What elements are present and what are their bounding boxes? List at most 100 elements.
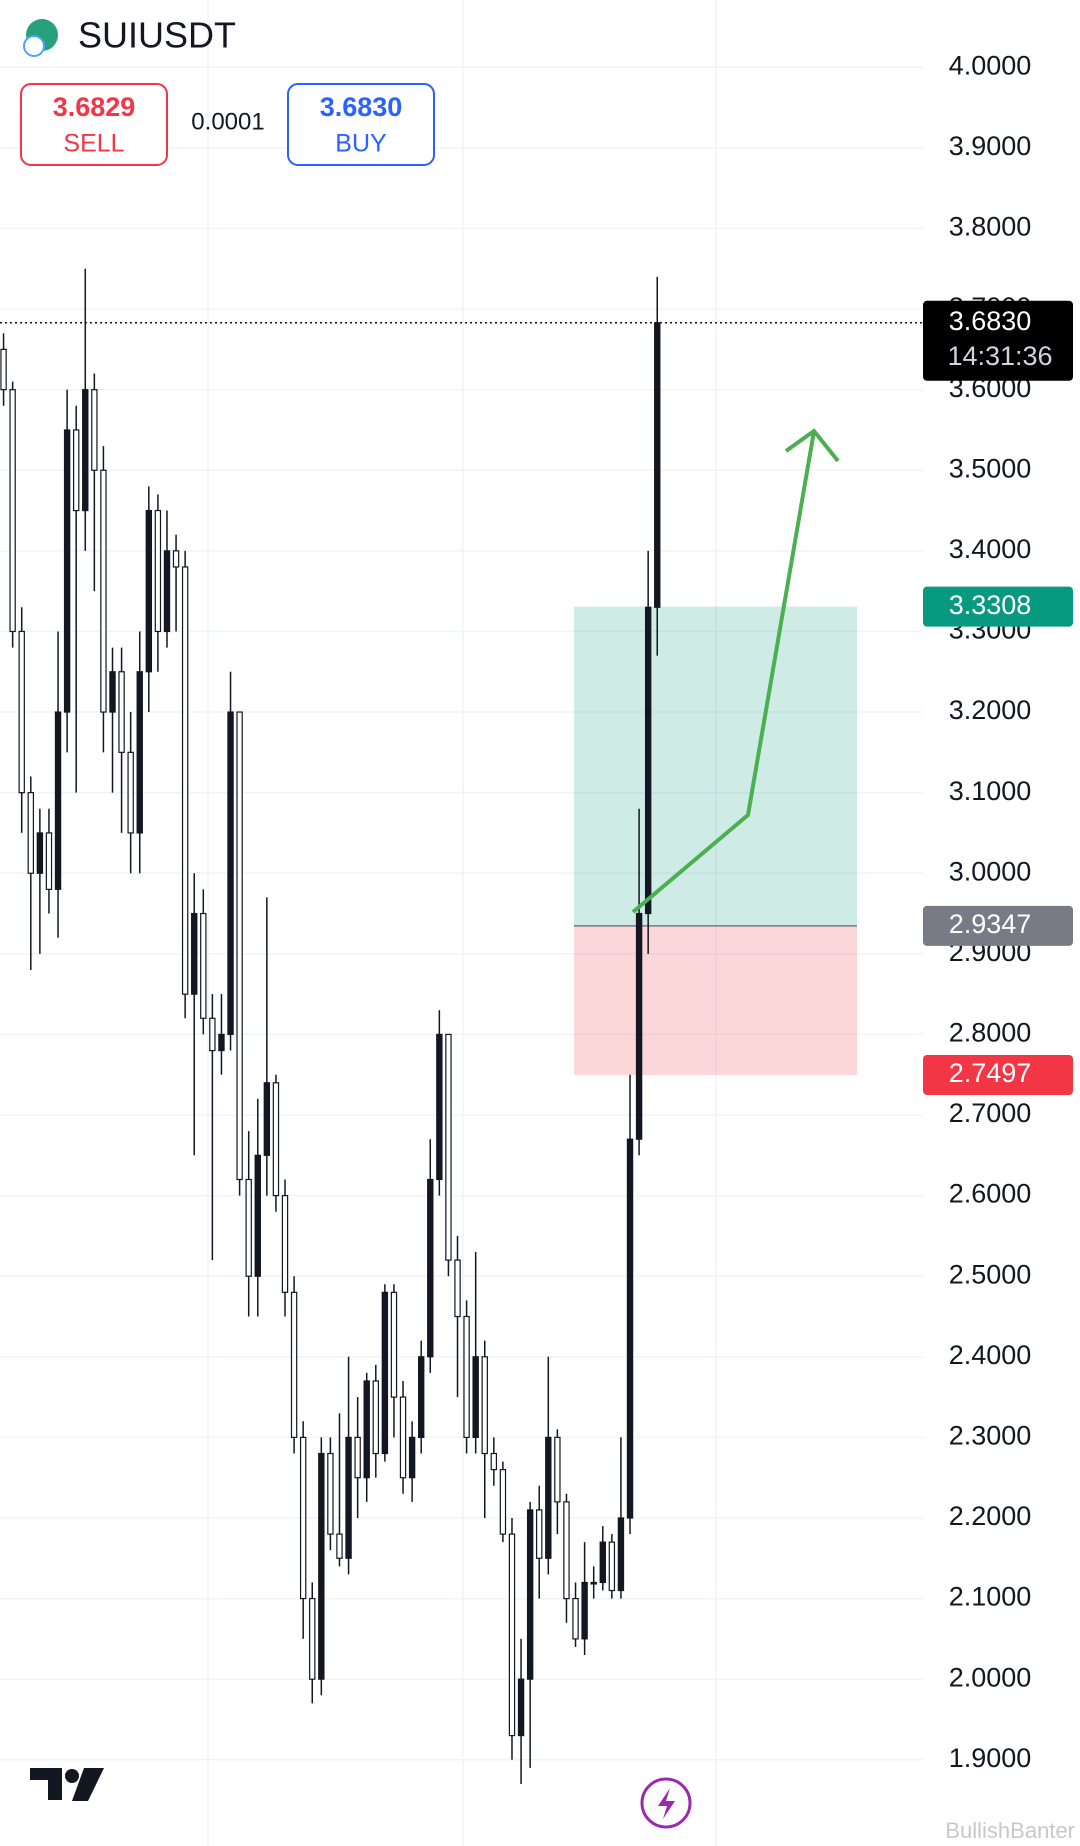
candle-body [363, 1380, 370, 1479]
candle-body [145, 509, 153, 673]
candle-body [127, 751, 134, 834]
candle-body [472, 1356, 479, 1438]
candle-body [554, 1436, 561, 1503]
candle-body [327, 1452, 334, 1535]
y-tick-label: 3.9000 [949, 131, 1032, 161]
candle-body [463, 1315, 470, 1438]
y-tick-label: 2.8000 [949, 1018, 1032, 1048]
candle-body [290, 1291, 298, 1438]
candle-body [381, 1291, 389, 1455]
tv-logo [30, 1768, 104, 1801]
candle-body [372, 1380, 380, 1455]
candle-body [617, 1517, 625, 1592]
candle-body [136, 671, 143, 834]
candle-body [82, 389, 89, 512]
candle-body [100, 469, 107, 713]
candle-body [626, 1138, 634, 1519]
lightning-icon[interactable] [658, 1788, 675, 1819]
sell-price[interactable]: 3.6829 [53, 92, 136, 122]
candle-body [163, 550, 171, 633]
price-tag [923, 1054, 1073, 1095]
y-tick-label: 2.4000 [949, 1340, 1032, 1370]
spread: 0.0001 [191, 108, 264, 135]
buy-price[interactable]: 3.6830 [320, 92, 403, 122]
candle-body [281, 1195, 289, 1293]
price-tag-label: 3.3308 [949, 590, 1032, 620]
candle-body [118, 671, 125, 753]
candle-body [635, 912, 643, 1140]
symbol: SUIUSDT [78, 15, 236, 56]
y-tick-label: 2.7000 [949, 1098, 1032, 1128]
candle-body [408, 1436, 416, 1479]
candle-body [245, 1178, 252, 1277]
candle-body [390, 1291, 398, 1398]
candle-body [417, 1356, 425, 1438]
candle-body [490, 1452, 498, 1471]
candle-body [299, 1436, 307, 1600]
candle-body [454, 1259, 461, 1318]
candle-body [209, 1017, 216, 1052]
candle-body [399, 1396, 407, 1479]
price-tag-label: 2.9347 [949, 909, 1032, 939]
candle-body [18, 630, 25, 794]
y-tick-label: 3.5000 [949, 453, 1032, 483]
coin-icon-sub [23, 35, 45, 57]
candle-body [91, 389, 98, 471]
candle-body [536, 1509, 543, 1559]
buy-label[interactable]: BUY [335, 130, 387, 158]
price-tag-label: 2.7497 [949, 1058, 1032, 1088]
candle-body [644, 606, 652, 915]
y-tick-label: 3.4000 [949, 534, 1032, 564]
candle-body [427, 1178, 434, 1358]
candle-body [517, 1678, 525, 1737]
candle-body [191, 912, 198, 995]
candle-body [354, 1436, 361, 1479]
candle-body [499, 1469, 507, 1535]
candle-body [36, 832, 44, 874]
y-tick-label: 3.8000 [949, 212, 1032, 242]
candle-body [72, 429, 80, 512]
candle-body [63, 429, 71, 713]
candle-body [526, 1509, 534, 1680]
candle-body [445, 1033, 452, 1261]
candle-body [436, 1033, 443, 1181]
candle-body [309, 1597, 316, 1680]
candle-body [236, 711, 243, 1181]
profit-zone [574, 606, 857, 926]
candle-body [608, 1541, 616, 1592]
candle-body [263, 1082, 271, 1156]
y-tick-label: 3.2000 [949, 695, 1032, 725]
price-tag [923, 905, 1073, 946]
candle-body [590, 1581, 597, 1585]
sell-button[interactable] [20, 83, 168, 166]
candle-body [200, 912, 207, 1019]
y-tick-label: 4.0000 [949, 50, 1032, 80]
candle-body [45, 832, 53, 890]
y-tick-label: 2.2000 [949, 1501, 1032, 1531]
sell-label[interactable]: SELL [63, 130, 124, 158]
candle-body [27, 792, 34, 874]
drawn-arrow [631, 430, 816, 914]
candle-body [599, 1541, 606, 1584]
buy-button[interactable] [287, 83, 435, 166]
watermark: BullishBanter [945, 1818, 1075, 1843]
candle-body [345, 1436, 352, 1559]
last-price-label: 3.6830 [949, 306, 1032, 336]
candle-body [54, 711, 62, 890]
y-tick-label: 2.1000 [949, 1582, 1032, 1612]
candle-body [508, 1533, 516, 1737]
last-price-box [923, 300, 1073, 381]
y-tick-label: 3.1000 [949, 776, 1032, 806]
countdown: 14:31:36 [947, 341, 1052, 371]
candle-body [227, 711, 234, 1036]
candle-body [545, 1436, 552, 1559]
candle-body [154, 509, 162, 633]
candle-body [318, 1452, 325, 1680]
candle-body [481, 1356, 488, 1455]
candle-body [336, 1533, 343, 1559]
y-tick-label: 2.5000 [949, 1259, 1032, 1289]
candle-body [654, 322, 661, 608]
candle-body [9, 389, 16, 633]
